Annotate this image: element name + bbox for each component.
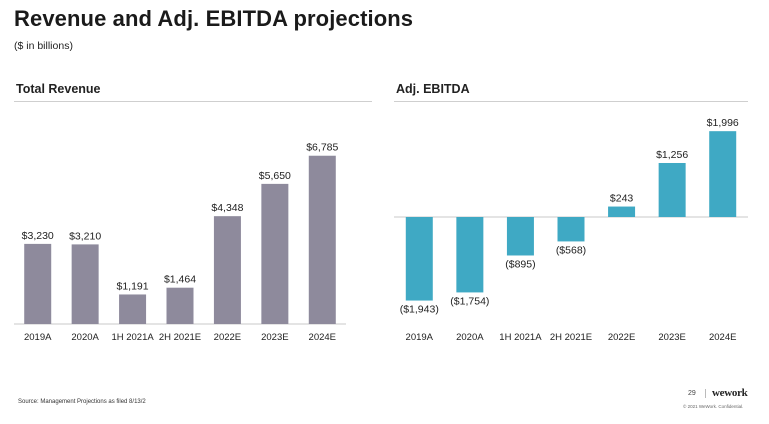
- data-label: ($1,943): [400, 304, 439, 316]
- data-label: $3,210: [69, 230, 101, 242]
- ebitda-chart: ($1,943) 2019A ($1,754) 2020A ($895) 1H 2021A…: [394, 117, 748, 343]
- data-label: ($895): [505, 258, 535, 270]
- x-tick-label: 2H 2021E: [159, 332, 201, 343]
- bar: [213, 216, 241, 324]
- source-note: Source: Management Projections as filed …: [18, 399, 148, 405]
- bar: [456, 217, 484, 293]
- bar: [71, 244, 99, 324]
- ebitda-panel-title: Adj. EBITDA: [396, 82, 470, 96]
- revenue-chart: $3,230 2019A $3,210 2020A $1,191 1H 2021A $1,4…: [14, 142, 346, 343]
- x-tick-label: 2H 2021E: [550, 332, 592, 343]
- x-tick-label: 2020A: [456, 332, 484, 343]
- bar: [24, 243, 52, 324]
- x-tick-label: 2022E: [608, 332, 635, 343]
- bar: [119, 294, 147, 324]
- x-tick-label: 2022E: [214, 332, 241, 343]
- x-tick-label: 1H 2021A: [111, 332, 154, 343]
- bar: [405, 217, 433, 301]
- revenue-panel-title: Total Revenue: [16, 82, 101, 96]
- x-tick-label: 2024E: [709, 332, 736, 343]
- ebitda-panel-rule: [394, 101, 748, 102]
- bar: [506, 217, 534, 256]
- bar: [166, 287, 194, 324]
- data-label: $1,256: [656, 149, 688, 161]
- data-label: $1,996: [707, 117, 739, 129]
- page-number: 29: [688, 390, 696, 397]
- data-label: $1,464: [164, 274, 196, 286]
- data-label: $6,785: [306, 142, 338, 154]
- page-title: Revenue and Adj. EBITDA projections: [14, 6, 414, 31]
- data-label: $1,191: [117, 280, 149, 292]
- data-label: $243: [610, 193, 634, 205]
- bar: [709, 131, 737, 217]
- bar: [261, 183, 289, 324]
- bar: [658, 162, 686, 217]
- bar: [308, 155, 336, 324]
- x-tick-label: 1H 2021A: [499, 332, 542, 343]
- x-tick-label: 2020A: [71, 332, 99, 343]
- wework-logo: wework: [712, 387, 748, 399]
- x-tick-label: 2019A: [24, 332, 52, 343]
- confidential-note: © 2021 WeWork. Confidential.: [683, 404, 744, 409]
- x-tick-label: 2023E: [658, 332, 685, 343]
- data-label: ($1,754): [450, 295, 489, 307]
- data-label: $4,348: [211, 202, 243, 214]
- data-label: $5,650: [259, 170, 291, 182]
- bar: [557, 217, 585, 242]
- bar: [608, 206, 636, 217]
- data-label: ($568): [556, 244, 586, 256]
- x-tick-label: 2019A: [406, 332, 434, 343]
- page-subtitle: ($ in billions): [14, 40, 73, 52]
- revenue-panel-rule: [14, 101, 372, 102]
- footer-separator: [705, 389, 706, 398]
- x-tick-label: 2023E: [261, 332, 288, 343]
- data-label: $3,230: [22, 230, 54, 242]
- x-tick-label: 2024E: [309, 332, 336, 343]
